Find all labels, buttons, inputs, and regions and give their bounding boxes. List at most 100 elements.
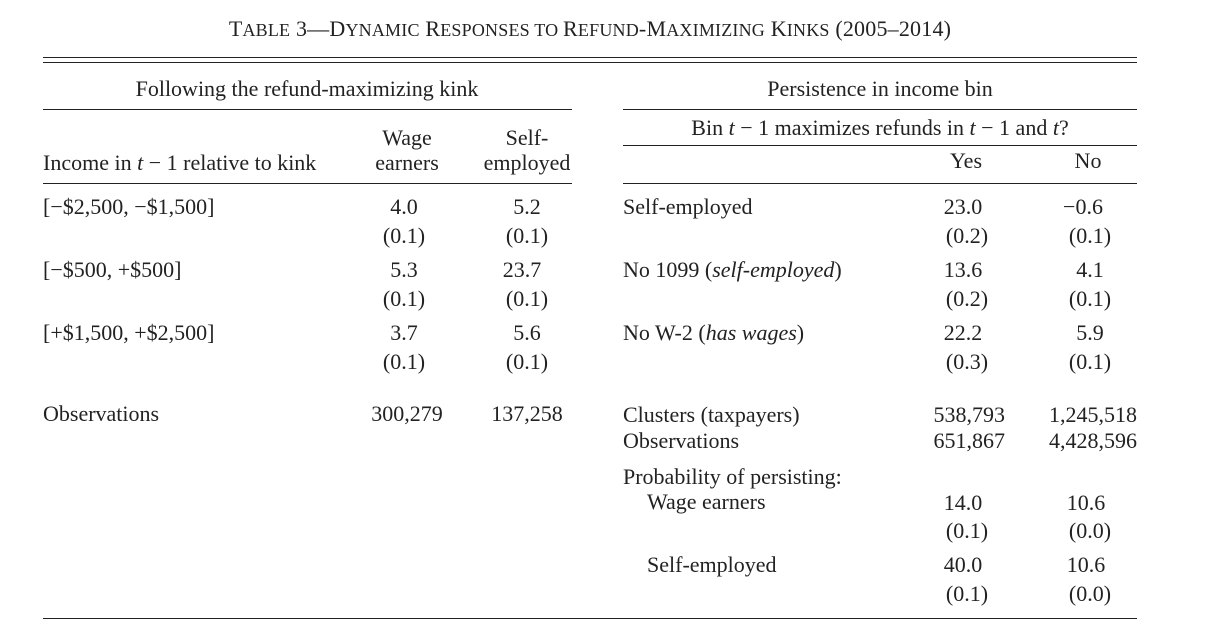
col-wage-header-line2: earners: [375, 150, 439, 175]
clusters-label: Clusters (taxpayers): [623, 402, 800, 427]
title-part: AXIMIZING: [666, 20, 766, 40]
right-group-header: Persistence in income bin: [767, 76, 993, 101]
row-header-part: Income in: [43, 150, 138, 175]
row-header-part: − 1 relative to kink: [143, 150, 317, 175]
cell-value: 10.6: [1066, 552, 1106, 577]
col-self-header-line2: employed: [483, 150, 571, 175]
cell-se: (0.1): [945, 581, 989, 606]
row-header: Income in t − 1 relative to kink: [43, 152, 316, 174]
col-self-header-line1: Self-: [505, 125, 549, 150]
sub-header-part: t: [969, 115, 976, 140]
row-label: [+$1,500, +$2,500]: [43, 320, 215, 345]
sub-header-part: t: [1052, 115, 1059, 140]
right-group-rule: [623, 109, 1137, 110]
left-group-rule: [43, 109, 572, 110]
row-label: [−$500, +$500]: [43, 257, 182, 282]
title-part: TO: [529, 20, 564, 40]
title-part: ESPONSES: [440, 20, 530, 40]
cell-value: 14.0: [943, 490, 983, 515]
cell-value: 22.2: [943, 320, 983, 345]
sub-header-part: Bin: [691, 115, 729, 140]
title-part: INKS: [786, 20, 830, 40]
row-label: No 1099 (self-employed): [623, 259, 842, 281]
cell-value: 4.1: [1076, 257, 1104, 282]
cell-se: (0.1): [505, 286, 549, 311]
title-part: R: [563, 16, 578, 41]
cell-se: (0.1): [945, 518, 989, 543]
cell-value: 40.0: [943, 552, 983, 577]
cell-value: 5.6: [513, 320, 541, 345]
cell-value: 5.2: [513, 194, 541, 219]
observations-label: Observations: [43, 401, 160, 426]
col-yes-header: Yes: [949, 148, 983, 173]
table-title: TABLE 3—DYNAMIC RESPONSES TO REFUND-MAXI…: [229, 18, 951, 40]
header-bottom-rule: [623, 183, 1137, 185]
right-sub-header: Bin t − 1 maximizes refunds in t − 1 and…: [691, 117, 1068, 139]
row-label: Self-employed: [623, 194, 753, 219]
row-label: [−$2,500, −$1,500]: [43, 194, 215, 219]
sub-header-part: t: [728, 115, 735, 140]
cell-se: (0.1): [382, 286, 426, 311]
observations-self: 137,258: [491, 401, 563, 426]
cell-se: (0.1): [1068, 349, 1112, 374]
right-sub-rule: [623, 145, 1137, 146]
cell-value: 23.0: [943, 194, 983, 219]
cell-value: −0.6: [1063, 194, 1103, 219]
cell-se: (0.1): [1068, 286, 1112, 311]
sub-header-part: ?: [1058, 115, 1069, 140]
title-part: -: [638, 16, 647, 41]
title-part: T: [228, 16, 243, 41]
cell-se: (0.1): [382, 349, 426, 374]
cell-value: 5.3: [390, 257, 418, 282]
row-label: No W-2 (has wages): [623, 322, 804, 344]
cell-value: 4.0: [390, 194, 418, 219]
label-part: No W-2 (: [623, 320, 706, 345]
cell-se: (0.1): [382, 223, 426, 248]
label-part: ): [834, 257, 842, 282]
title-part: K: [765, 16, 787, 41]
col-no-header: No: [1074, 148, 1102, 173]
title-part: 3—: [290, 16, 330, 41]
label-part: has wages: [705, 320, 797, 345]
prob-row-label: Wage earners: [647, 489, 766, 514]
label-part: No 1099 (: [623, 257, 713, 282]
title-part: D: [329, 16, 346, 41]
title-part: ABLE: [242, 20, 291, 40]
clusters-yes: 538,793: [933, 402, 1006, 427]
title-part: R: [419, 16, 441, 41]
top-rule: [43, 62, 1137, 64]
cell-value: 5.9: [1076, 320, 1104, 345]
bottom-rule: [43, 618, 1137, 620]
observations-wage: 300,279: [371, 401, 443, 426]
cell-value: 23.7: [502, 257, 542, 282]
title-part: M: [646, 16, 667, 41]
title-part: (2005–2014): [829, 16, 952, 41]
cell-se: (0.0): [1068, 581, 1112, 606]
col-wage-header-line1: Wage: [382, 125, 432, 150]
observations-yes: 651,867: [933, 428, 1006, 453]
prob-header: Probability of persisting:: [623, 464, 842, 489]
cell-se: (0.1): [1068, 223, 1112, 248]
label-part: ): [796, 320, 805, 345]
cell-se: (0.3): [945, 349, 989, 374]
label-part: self-employed: [712, 257, 835, 282]
header-bottom-rule: [43, 183, 572, 185]
sub-header-part: − 1 and: [975, 115, 1053, 140]
observations-label: Observations: [623, 428, 740, 453]
cell-value: 13.6: [943, 257, 983, 282]
sub-header-part: − 1 maximizes refunds in: [734, 115, 970, 140]
cell-se: (0.1): [505, 349, 549, 374]
title-part: EFUND: [577, 20, 639, 40]
observations-no: 4,428,596: [1049, 428, 1137, 453]
cell-se: (0.2): [945, 223, 989, 248]
cell-se: (0.1): [505, 223, 549, 248]
clusters-no: 1,245,518: [1049, 402, 1137, 427]
top-rule: [43, 57, 1137, 59]
cell-value: 10.6: [1066, 490, 1106, 515]
cell-value: 3.7: [390, 320, 418, 345]
title-part: YNAMIC: [345, 20, 420, 40]
row-header-part: t: [137, 150, 144, 175]
left-group-header: Following the refund-maximizing kink: [135, 76, 479, 101]
cell-se: (0.0): [1068, 518, 1112, 543]
cell-se: (0.2): [945, 286, 989, 311]
